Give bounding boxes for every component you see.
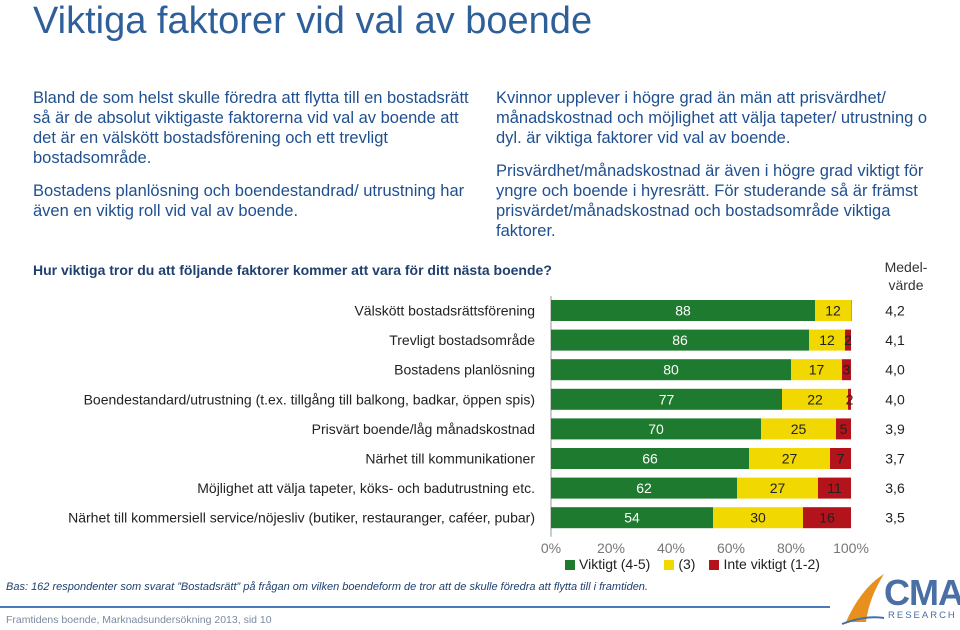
stacked-bar-chart: Välskött bostadsrättsförening 88 12 4,2 Trev… [0,0,960,560]
bar-segment-not-important [851,300,852,321]
data-label: 12 [819,332,835,348]
legend-label-neutral: (3) [678,556,695,572]
data-label: 88 [675,303,691,319]
data-label: 77 [659,391,675,407]
legend-label-not-important: Inte viktigt (1-2) [723,556,819,572]
legend-item-not-important: Inte viktigt (1-2) [709,556,819,572]
data-label: 17 [809,362,825,378]
logo-subtext: RESEARCH [888,610,957,621]
logo-text: CMA [884,572,960,614]
category-label: Prisvärt boende/låg månadskostnad [312,421,535,437]
category-label: Boendestandard/utrustning (t.ex. tillgån… [84,391,535,407]
legend-label-important: Viktigt (4-5) [579,556,650,572]
x-tick-label: 0% [541,540,561,556]
legend-item-important: Viktigt (4-5) [565,556,650,572]
data-label: 16 [819,510,835,526]
data-label: 80 [663,362,679,378]
data-label: 86 [672,332,688,348]
data-label: 70 [648,421,664,437]
mean-value: 3,6 [885,480,905,496]
x-tick-label: 60% [717,540,745,556]
data-label: 30 [750,510,766,526]
data-label: 27 [782,451,798,467]
footer-divider [0,606,830,608]
category-label: Välskött bostadsrättsförening [354,303,535,319]
legend-swatch-yellow [664,560,674,570]
category-label: Möjlighet att välja tapeter, köks- och b… [197,480,535,496]
category-label: Närhet till kommunikationer [365,451,535,467]
category-label: Trevligt bostadsområde [389,332,535,348]
data-label: 25 [791,421,807,437]
data-label: 27 [770,480,786,496]
data-label: 22 [807,391,823,407]
data-label: 54 [624,510,640,526]
mean-value: 4,1 [885,332,905,348]
category-label: Bostadens planlösning [394,362,535,378]
category-label: Närhet till kommersiell service/nöjesliv… [68,510,535,526]
x-tick-label: 80% [777,540,805,556]
data-label: 12 [825,303,841,319]
x-tick-label: 40% [657,540,685,556]
legend-swatch-red [709,560,719,570]
data-label: 3 [843,362,851,378]
mean-value: 3,5 [885,510,905,526]
mean-value: 4,0 [885,362,905,378]
data-label: 66 [642,451,658,467]
page-footer: Framtidens boende, Marknadsundersökning … [6,614,272,626]
data-label: 5 [840,421,848,437]
legend-swatch-green [565,560,575,570]
mean-value: 3,9 [885,421,905,437]
data-label: 11 [827,480,842,496]
data-label: 2 [846,391,854,407]
x-tick-label: 100% [833,540,869,556]
x-tick-label: 20% [597,540,625,556]
base-footnote: Bas: 162 respondenter som svarat ”Bostad… [6,581,648,593]
data-label: 7 [837,451,845,467]
data-label: 62 [636,480,652,496]
mean-value: 4,2 [885,303,905,319]
chart-legend: Viktigt (4-5) (3) Inte viktigt (1-2) [565,556,820,572]
mean-value: 3,7 [885,451,905,467]
data-label: 2 [844,332,852,348]
mean-value: 4,0 [885,391,905,407]
legend-item-neutral: (3) [664,556,695,572]
